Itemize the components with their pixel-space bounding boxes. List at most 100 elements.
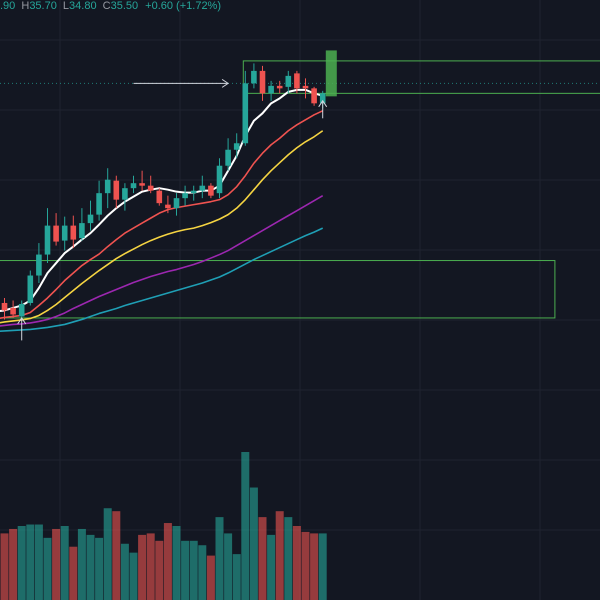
volume-bar bbox=[163, 523, 172, 600]
pullback-arrow-right-head bbox=[318, 99, 328, 108]
volume-bar bbox=[241, 452, 250, 600]
volume-bar bbox=[146, 533, 155, 600]
ema-line-4 bbox=[0, 194, 324, 327]
open-value: .90 bbox=[0, 0, 15, 12]
high-label: H bbox=[21, 0, 29, 12]
close-value: 35.50 bbox=[111, 0, 139, 12]
candle-body bbox=[208, 185, 214, 196]
low-label: L bbox=[63, 0, 69, 12]
volume-bar bbox=[172, 526, 181, 600]
candle-body bbox=[27, 275, 34, 303]
pullback-arrow-left-head bbox=[17, 317, 27, 325]
candle-body bbox=[165, 204, 171, 209]
ema-line-3 bbox=[0, 130, 324, 324]
ema-layer bbox=[0, 88, 324, 332]
volume-bar bbox=[103, 508, 112, 600]
volume-bar bbox=[52, 528, 61, 600]
candle-body bbox=[53, 225, 59, 242]
close-label: C bbox=[103, 0, 111, 12]
candle-body bbox=[156, 190, 163, 204]
volume-bar bbox=[275, 511, 284, 600]
candle-body bbox=[173, 198, 180, 209]
candle-body bbox=[87, 214, 94, 224]
candle-body bbox=[302, 85, 309, 89]
volume-bar bbox=[26, 524, 35, 600]
volume-bar bbox=[249, 487, 258, 600]
candle-body bbox=[242, 83, 249, 144]
low-value: 34.80 bbox=[69, 0, 97, 12]
volume-bar bbox=[77, 528, 86, 600]
volume-bar bbox=[258, 517, 267, 600]
arrows-layer bbox=[17, 78, 328, 341]
candle-body bbox=[268, 85, 274, 94]
candle-body bbox=[233, 143, 240, 150]
candle-body bbox=[130, 183, 137, 189]
candle-body bbox=[311, 88, 317, 104]
candle-body bbox=[96, 193, 102, 215]
candle-body bbox=[79, 223, 85, 239]
candle-body bbox=[199, 185, 206, 191]
volume-bar bbox=[86, 534, 95, 600]
volume-bar bbox=[112, 511, 121, 600]
candle-body bbox=[113, 180, 120, 200]
volume-bar bbox=[224, 533, 233, 600]
volume-bar bbox=[206, 555, 215, 600]
volume-bar bbox=[60, 526, 69, 600]
candle-body bbox=[276, 85, 283, 89]
volume-bar bbox=[95, 537, 104, 600]
volume-bar bbox=[310, 533, 319, 600]
candle-body bbox=[1, 302, 8, 311]
last-candle bbox=[325, 50, 337, 97]
candle-body bbox=[147, 185, 154, 191]
volume-bar bbox=[129, 552, 138, 600]
volume-bar bbox=[120, 543, 129, 600]
volume-bar bbox=[43, 537, 52, 600]
ema-line-2 bbox=[0, 110, 324, 320]
candle-body bbox=[259, 70, 266, 94]
candle-body bbox=[225, 149, 231, 166]
volume-bar bbox=[69, 546, 78, 600]
volume-bar bbox=[0, 533, 9, 600]
volume-bar bbox=[181, 540, 190, 600]
volume-bar bbox=[189, 540, 198, 600]
zones-layer bbox=[0, 60, 600, 319]
candle-body bbox=[216, 165, 223, 194]
candle-body bbox=[294, 73, 300, 89]
candle-body bbox=[61, 225, 68, 241]
support-zone bbox=[0, 260, 556, 319]
candle-body bbox=[70, 225, 77, 240]
volume-bar bbox=[267, 534, 276, 600]
volume-bar bbox=[215, 517, 224, 600]
candle-body bbox=[139, 183, 145, 186]
candle-body bbox=[251, 70, 257, 84]
candle-body bbox=[122, 188, 128, 200]
volume-bar bbox=[138, 534, 147, 600]
candle-body bbox=[285, 75, 292, 87]
candle-body bbox=[104, 179, 111, 194]
ohlc-legend: .90 H35.70 L34.80 C35.50 +0.60 (+1.72%) bbox=[0, 0, 221, 12]
volume-bar bbox=[9, 528, 18, 600]
volume-bar bbox=[318, 533, 327, 600]
volume-bar bbox=[34, 524, 43, 600]
high-value: 35.70 bbox=[29, 0, 57, 12]
candle-body bbox=[10, 307, 16, 315]
volume-bar bbox=[292, 526, 301, 600]
candle-body bbox=[190, 190, 197, 194]
volume-bar bbox=[155, 540, 164, 600]
change-value: +0.60 (+1.72%) bbox=[145, 0, 221, 12]
volume-layer bbox=[0, 452, 327, 600]
candles-layer bbox=[1, 50, 337, 320]
volume-bar bbox=[284, 517, 293, 600]
candle-body bbox=[182, 193, 188, 199]
volume-bar bbox=[232, 554, 241, 600]
candle-body bbox=[44, 225, 51, 255]
breakout-arrow-head bbox=[221, 78, 230, 88]
volume-bar bbox=[301, 531, 310, 600]
volume-bar bbox=[17, 526, 26, 600]
candle-body bbox=[319, 93, 326, 104]
candle-body bbox=[36, 254, 42, 276]
volume-bar bbox=[198, 545, 207, 600]
candle-body bbox=[18, 303, 25, 317]
ema-line-5 bbox=[0, 227, 324, 332]
